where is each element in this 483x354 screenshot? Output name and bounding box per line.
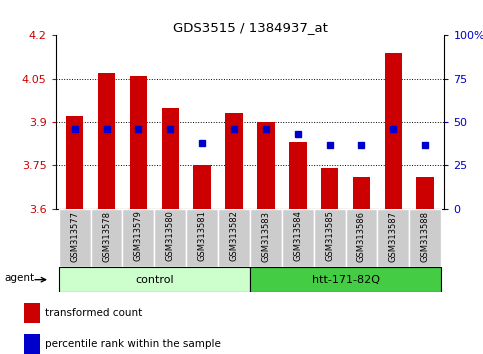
Bar — [193, 165, 211, 209]
Bar — [225, 113, 243, 209]
Text: transformed count: transformed count — [45, 308, 142, 318]
Bar — [353, 177, 370, 209]
Bar — [377, 209, 409, 267]
Bar — [98, 73, 115, 209]
Bar — [409, 209, 441, 267]
Text: htt-171-82Q: htt-171-82Q — [312, 275, 380, 285]
Bar — [345, 209, 377, 267]
Bar — [218, 209, 250, 267]
Title: GDS3515 / 1384937_at: GDS3515 / 1384937_at — [172, 21, 327, 34]
Text: GSM313588: GSM313588 — [421, 211, 430, 262]
Bar — [321, 169, 339, 209]
Bar — [257, 122, 275, 209]
Bar — [416, 177, 434, 209]
Bar — [24, 303, 40, 324]
Text: control: control — [135, 275, 174, 285]
Text: agent: agent — [4, 273, 35, 284]
Bar — [289, 142, 307, 209]
Text: GSM313584: GSM313584 — [293, 211, 302, 262]
Bar — [250, 267, 441, 292]
Bar — [66, 116, 84, 209]
Bar — [313, 209, 345, 267]
Text: GSM313577: GSM313577 — [70, 211, 79, 262]
Text: GSM313578: GSM313578 — [102, 211, 111, 262]
Bar — [282, 209, 313, 267]
Bar — [384, 53, 402, 209]
Bar — [129, 76, 147, 209]
Bar — [161, 108, 179, 209]
Text: GSM313580: GSM313580 — [166, 211, 175, 262]
Bar — [24, 333, 40, 354]
Bar — [155, 209, 186, 267]
Text: percentile rank within the sample: percentile rank within the sample — [45, 339, 221, 349]
Text: GSM313587: GSM313587 — [389, 211, 398, 262]
Bar — [123, 209, 155, 267]
Text: GSM313579: GSM313579 — [134, 211, 143, 262]
Bar — [91, 209, 123, 267]
Bar — [186, 209, 218, 267]
Text: GSM313581: GSM313581 — [198, 211, 207, 262]
Text: GSM313585: GSM313585 — [325, 211, 334, 262]
Text: GSM313582: GSM313582 — [229, 211, 239, 262]
Bar — [59, 267, 250, 292]
Text: GSM313583: GSM313583 — [261, 211, 270, 262]
Bar — [250, 209, 282, 267]
Bar — [59, 209, 91, 267]
Text: GSM313586: GSM313586 — [357, 211, 366, 262]
